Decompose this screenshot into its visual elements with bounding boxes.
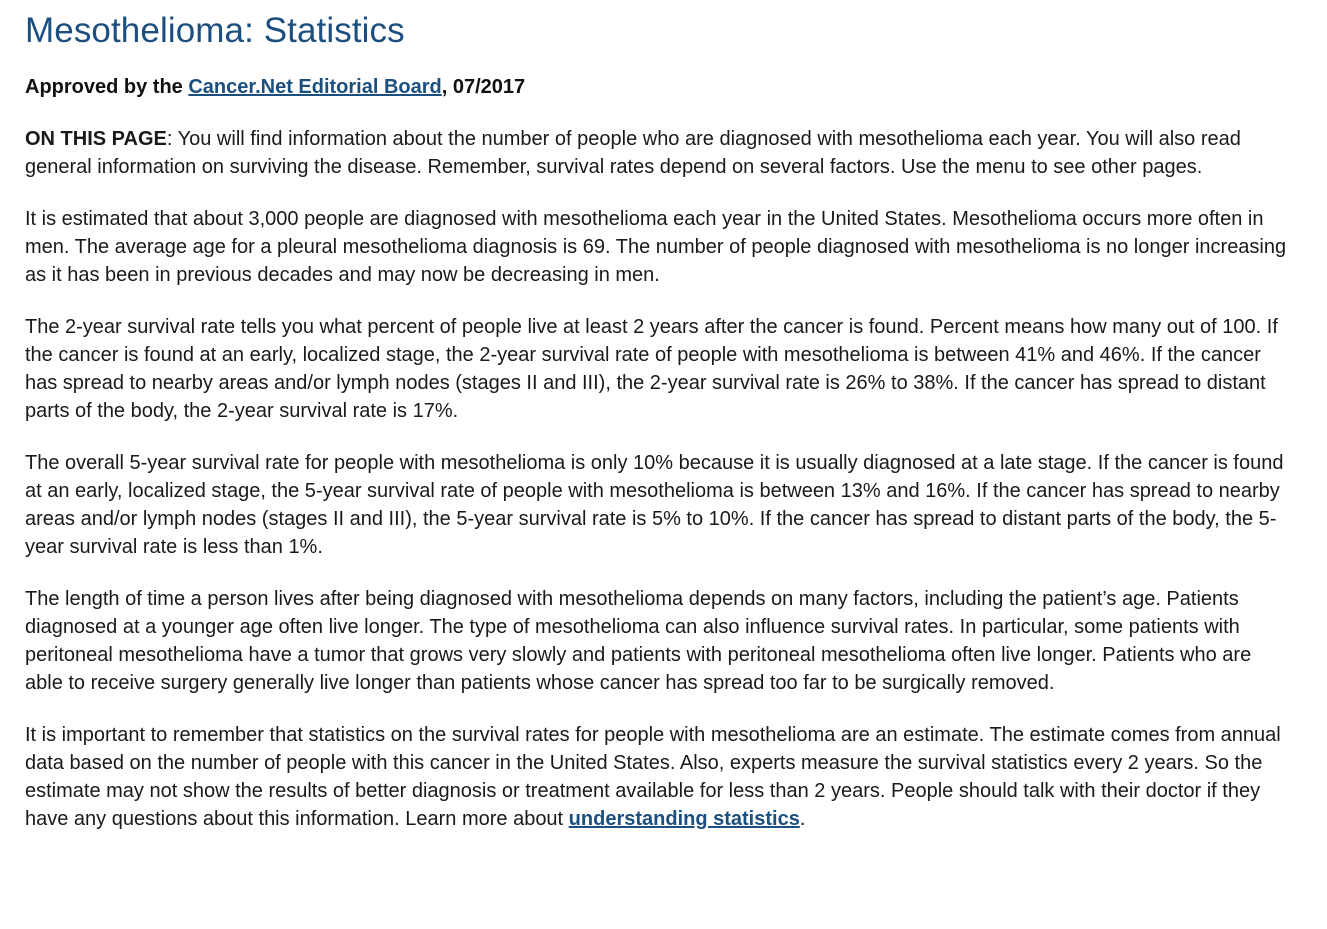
on-this-page-text: : You will find information about the nu… [25, 128, 1241, 178]
article: Mesothelioma: Statistics Approved by the… [25, 11, 1290, 833]
statistics-note-paragraph: It is important to remember that statist… [25, 721, 1290, 833]
statistics-note-text: It is important to remember that statist… [25, 724, 1281, 830]
survival-factors-paragraph: The length of time a person lives after … [25, 588, 1252, 694]
statistics-note-end: . [799, 808, 806, 830]
two-year-survival-paragraph: The 2-year survival rate tells you what … [25, 316, 1278, 422]
on-this-page-paragraph: ON THIS PAGE: You will find information … [25, 125, 1290, 181]
five-year-survival-paragraph: The overall 5-year survival rate for peo… [25, 452, 1284, 558]
on-this-page-label: ON THIS PAGE [25, 128, 167, 150]
approval-line: Approved by the Cancer.Net Editorial Boa… [25, 74, 1290, 100]
page-title: Mesothelioma: Statistics [25, 11, 405, 50]
incidence-paragraph: It is estimated that about 3,000 people … [25, 208, 1287, 286]
approval-date: , 07/2017 [441, 76, 526, 98]
understanding-statistics-link[interactable]: understanding statistics [568, 808, 800, 830]
approval-prefix: Approved by the [25, 76, 189, 98]
editorial-board-link[interactable]: Cancer.Net Editorial Board [188, 76, 442, 98]
